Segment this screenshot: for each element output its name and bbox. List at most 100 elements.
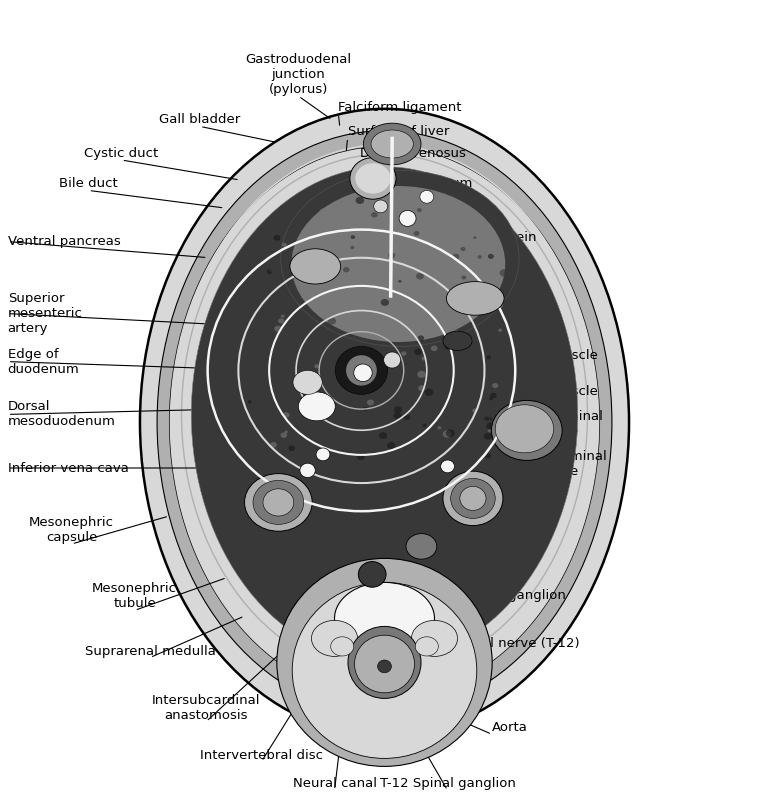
- Ellipse shape: [293, 370, 322, 394]
- Ellipse shape: [288, 446, 295, 451]
- Ellipse shape: [283, 420, 291, 427]
- Ellipse shape: [398, 253, 405, 259]
- Text: External abdominal
oblique muscle: External abdominal oblique muscle: [477, 450, 607, 478]
- Text: Pyloric antrum: Pyloric antrum: [375, 178, 473, 190]
- Ellipse shape: [350, 158, 396, 199]
- Ellipse shape: [446, 282, 504, 315]
- Ellipse shape: [371, 212, 378, 218]
- Ellipse shape: [378, 660, 391, 673]
- Ellipse shape: [315, 364, 319, 368]
- Ellipse shape: [307, 397, 315, 403]
- Ellipse shape: [318, 240, 322, 243]
- Ellipse shape: [274, 235, 281, 241]
- Ellipse shape: [443, 254, 447, 257]
- Ellipse shape: [248, 400, 251, 403]
- Ellipse shape: [355, 197, 364, 204]
- Ellipse shape: [245, 474, 312, 531]
- Ellipse shape: [269, 270, 273, 272]
- Text: Surface of liver: Surface of liver: [348, 125, 449, 138]
- Ellipse shape: [328, 359, 335, 366]
- Text: Gonadal cords: Gonadal cords: [429, 539, 525, 552]
- Ellipse shape: [351, 246, 355, 250]
- Ellipse shape: [460, 486, 486, 510]
- Ellipse shape: [360, 360, 365, 364]
- Ellipse shape: [303, 450, 309, 455]
- Text: T-12 Spinal ganglion: T-12 Spinal ganglion: [380, 778, 515, 790]
- Ellipse shape: [381, 299, 389, 306]
- Ellipse shape: [387, 442, 395, 449]
- Ellipse shape: [438, 426, 441, 430]
- Ellipse shape: [492, 383, 498, 388]
- Ellipse shape: [286, 329, 290, 332]
- Ellipse shape: [319, 208, 328, 215]
- Ellipse shape: [504, 284, 511, 290]
- Ellipse shape: [396, 453, 405, 460]
- Text: Dorsal pancreas: Dorsal pancreas: [429, 267, 537, 280]
- Ellipse shape: [319, 266, 324, 270]
- Ellipse shape: [355, 163, 391, 194]
- Ellipse shape: [281, 242, 287, 246]
- Text: Spleen: Spleen: [491, 506, 536, 518]
- Ellipse shape: [484, 417, 489, 421]
- Ellipse shape: [461, 248, 467, 252]
- Ellipse shape: [271, 240, 278, 246]
- Ellipse shape: [418, 370, 426, 378]
- Ellipse shape: [414, 231, 419, 236]
- Text: Inferior vena cava: Inferior vena cava: [8, 462, 128, 474]
- Ellipse shape: [394, 406, 402, 413]
- Ellipse shape: [253, 480, 304, 525]
- Ellipse shape: [298, 392, 335, 421]
- Text: Splenic vein: Splenic vein: [429, 301, 510, 314]
- Text: Superior
mesenteric vein: Superior mesenteric vein: [429, 216, 537, 244]
- Ellipse shape: [343, 267, 350, 273]
- Ellipse shape: [404, 414, 411, 420]
- Ellipse shape: [472, 409, 478, 413]
- Ellipse shape: [374, 200, 388, 213]
- Ellipse shape: [291, 186, 505, 342]
- Ellipse shape: [352, 398, 358, 403]
- Ellipse shape: [415, 637, 438, 656]
- Ellipse shape: [409, 366, 413, 368]
- Text: Subcostal nerve (T-12): Subcostal nerve (T-12): [429, 637, 580, 650]
- Ellipse shape: [478, 255, 481, 258]
- Ellipse shape: [259, 386, 264, 390]
- Ellipse shape: [394, 412, 401, 419]
- Ellipse shape: [355, 635, 414, 693]
- Ellipse shape: [291, 398, 296, 402]
- Ellipse shape: [420, 190, 434, 203]
- Ellipse shape: [426, 234, 430, 237]
- Ellipse shape: [441, 460, 454, 473]
- Text: Gall bladder: Gall bladder: [159, 114, 241, 126]
- Ellipse shape: [281, 314, 285, 318]
- Ellipse shape: [290, 249, 341, 284]
- Ellipse shape: [488, 430, 491, 432]
- Text: Internal abdominal
oblique muscle: Internal abdominal oblique muscle: [477, 410, 603, 438]
- Ellipse shape: [459, 343, 464, 347]
- Ellipse shape: [421, 356, 427, 361]
- Ellipse shape: [446, 430, 455, 437]
- Ellipse shape: [346, 355, 377, 386]
- Ellipse shape: [451, 330, 458, 335]
- Ellipse shape: [486, 355, 491, 359]
- Ellipse shape: [331, 637, 354, 656]
- Ellipse shape: [414, 349, 422, 355]
- Ellipse shape: [311, 621, 358, 656]
- Ellipse shape: [335, 582, 434, 654]
- Text: Superior
mesenteric ganglion: Superior mesenteric ganglion: [429, 574, 566, 602]
- Text: Rectus
abdominis muscle: Rectus abdominis muscle: [477, 334, 598, 362]
- Ellipse shape: [488, 254, 494, 259]
- Ellipse shape: [157, 130, 612, 714]
- Ellipse shape: [271, 423, 277, 428]
- Ellipse shape: [300, 463, 315, 478]
- Ellipse shape: [363, 407, 368, 411]
- Ellipse shape: [491, 401, 562, 461]
- Ellipse shape: [278, 318, 285, 323]
- Ellipse shape: [270, 442, 277, 448]
- Ellipse shape: [417, 208, 422, 212]
- Ellipse shape: [263, 489, 294, 516]
- Ellipse shape: [268, 263, 273, 267]
- Text: Gastroduodenal
junction
(pylorus): Gastroduodenal junction (pylorus): [245, 53, 351, 96]
- Text: Intervertebral disc: Intervertebral disc: [200, 749, 323, 762]
- Ellipse shape: [438, 205, 444, 209]
- Ellipse shape: [418, 385, 425, 391]
